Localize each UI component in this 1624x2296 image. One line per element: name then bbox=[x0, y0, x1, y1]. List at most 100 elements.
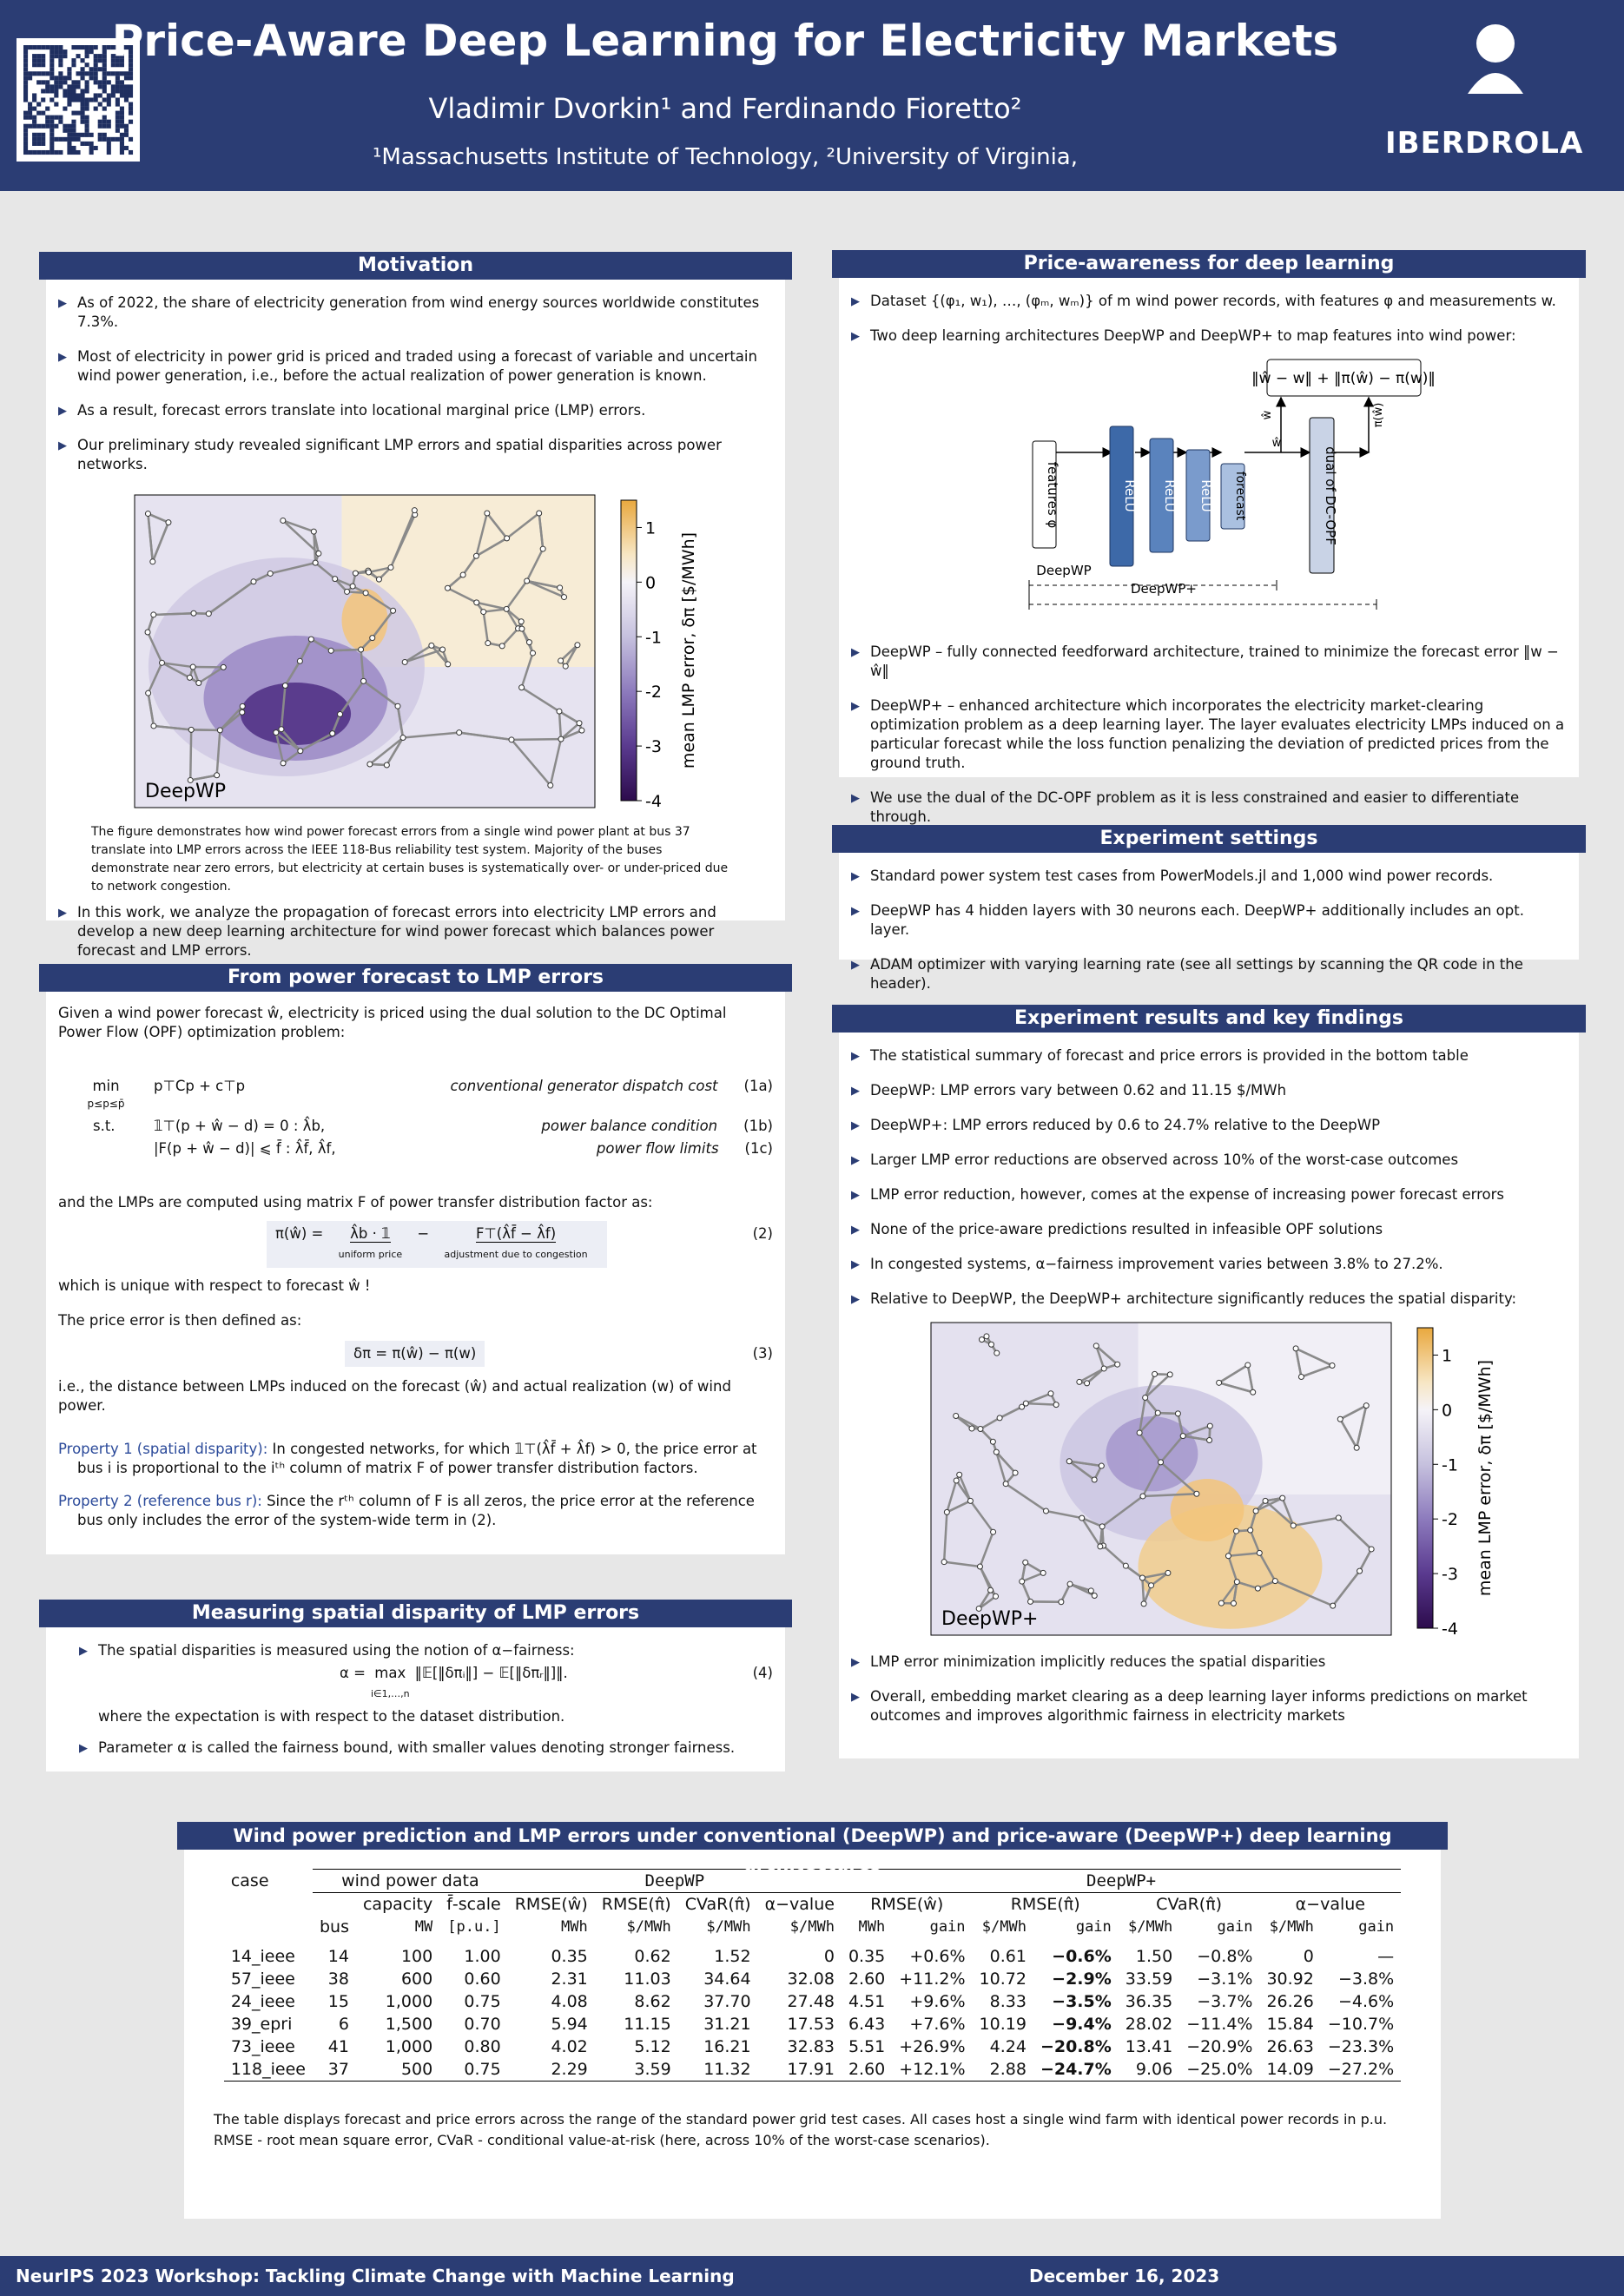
bus bbox=[296, 657, 303, 664]
qr-cell bbox=[50, 49, 55, 55]
bus bbox=[358, 646, 365, 653]
network-line bbox=[980, 1416, 1000, 1430]
bus bbox=[1206, 1436, 1213, 1443]
qr-cell bbox=[123, 97, 129, 102]
qr-cell bbox=[93, 45, 98, 50]
eq-brace: uniform price bbox=[338, 1249, 403, 1260]
bus bbox=[1154, 1409, 1161, 1416]
qr-cell bbox=[28, 71, 33, 76]
qr-cell bbox=[63, 106, 68, 111]
table-cell: 3.59 bbox=[634, 2060, 671, 2079]
qr-cell bbox=[36, 63, 42, 68]
qr-cell bbox=[50, 71, 55, 76]
bus bbox=[975, 1605, 982, 1612]
network-line bbox=[1293, 1516, 1339, 1527]
eq-note: conventional generator dispatch cost bbox=[450, 1078, 718, 1094]
qr-cell bbox=[102, 58, 107, 63]
qr-cell bbox=[84, 97, 89, 102]
bus bbox=[1027, 1598, 1034, 1605]
qr-cell bbox=[80, 93, 85, 98]
qr-cell bbox=[58, 136, 63, 142]
qr-cell bbox=[80, 58, 85, 63]
qr-cell bbox=[115, 136, 120, 142]
bus bbox=[1047, 1390, 1054, 1397]
network-line bbox=[360, 649, 365, 682]
table-row: case wind power data DeepWP DeepWP+ bbox=[224, 1869, 1402, 1893]
network-line bbox=[219, 711, 243, 731]
qr-cell bbox=[102, 49, 107, 55]
qr-cell bbox=[54, 45, 59, 50]
qr-cell bbox=[50, 97, 55, 102]
qr-cell bbox=[45, 45, 50, 50]
qr-cell bbox=[93, 80, 98, 85]
colorbar-tick-label: -1 bbox=[1442, 1455, 1458, 1475]
qr-cell bbox=[128, 110, 134, 115]
bus bbox=[401, 658, 408, 665]
qr-cell bbox=[71, 45, 76, 50]
qr-cell bbox=[89, 49, 94, 55]
bus bbox=[498, 643, 505, 650]
qr-cell bbox=[110, 84, 116, 89]
table-cell: −20.8% bbox=[1040, 2037, 1112, 2056]
qr-cell bbox=[32, 141, 37, 146]
network-line bbox=[1144, 1373, 1172, 1399]
qr-cell bbox=[41, 63, 46, 68]
table-cell: 36.35 bbox=[1125, 1992, 1173, 2011]
table-cell: 6.43 bbox=[848, 2015, 886, 2034]
network-line bbox=[1294, 1348, 1303, 1377]
table-cell: 16.21 bbox=[703, 2037, 751, 2056]
qr-cell bbox=[119, 63, 124, 68]
network-line bbox=[190, 774, 217, 782]
bus bbox=[574, 642, 581, 649]
qr-cell bbox=[41, 71, 46, 76]
colorbar-label: mean LMP error, δπ [$/MWh] bbox=[1475, 1360, 1495, 1596]
network-line bbox=[446, 574, 464, 590]
table-cell: RMSE(ŵ) bbox=[870, 1895, 944, 1914]
colorbar-tick-label: -3 bbox=[1442, 1565, 1458, 1584]
qr-cell bbox=[115, 71, 120, 76]
table-cell: 500 bbox=[400, 2060, 433, 2079]
qr-cell bbox=[45, 119, 50, 124]
bullet-list: As of 2022, the share of electricity gen… bbox=[58, 294, 773, 474]
qr-cell bbox=[123, 128, 129, 133]
table-cell: wind power data bbox=[312, 1869, 508, 1893]
bus bbox=[993, 1593, 1000, 1600]
table-cell: 26.26 bbox=[1266, 1992, 1314, 2011]
qr-cell bbox=[89, 132, 94, 137]
bullet: DeepWP has 4 hidden layers with 30 neuro… bbox=[851, 901, 1567, 940]
qr-cell bbox=[97, 123, 102, 129]
qr-cell bbox=[76, 45, 81, 50]
bus bbox=[445, 661, 452, 668]
map-frame bbox=[930, 1322, 1392, 1636]
network-line bbox=[1232, 1581, 1238, 1604]
section-title: Wind power prediction and LMP errors und… bbox=[177, 1822, 1448, 1874]
section-body: As of 2022, the share of electricity gen… bbox=[46, 280, 785, 959]
bus bbox=[1271, 1578, 1278, 1585]
bullet: DeepWP: LMP errors vary between 0.62 and… bbox=[851, 1081, 1567, 1101]
bus bbox=[976, 1563, 983, 1570]
section: From power forecast to LMP errors Given … bbox=[39, 964, 792, 1554]
qr-cell bbox=[63, 128, 68, 133]
network-line bbox=[1095, 1345, 1106, 1369]
error-region bbox=[240, 683, 352, 745]
qr-cell bbox=[41, 123, 46, 129]
qr-cell bbox=[71, 93, 76, 98]
bullet-list: The statistical summary of forecast and … bbox=[851, 1046, 1567, 1310]
table-cell: −2.9% bbox=[1052, 1969, 1112, 1989]
qr-cell bbox=[80, 102, 85, 107]
qr-cell bbox=[80, 132, 85, 137]
bus bbox=[1290, 1522, 1297, 1529]
qr-cell bbox=[23, 123, 29, 129]
qr-cell bbox=[89, 141, 94, 146]
qr-cell bbox=[123, 93, 129, 98]
bus bbox=[1179, 1433, 1186, 1440]
bus bbox=[1193, 1490, 1200, 1497]
network-line bbox=[549, 738, 563, 786]
eq-brace: adjustment due to congestion bbox=[444, 1249, 588, 1260]
qr-cell bbox=[115, 115, 120, 120]
table-cell: 1,000 bbox=[385, 2037, 433, 2056]
qr-cell bbox=[93, 58, 98, 63]
qr-cell bbox=[28, 115, 33, 120]
property-text: In congested networks, for which 𝟙⊤(λ̂f̄… bbox=[77, 1441, 757, 1476]
table-cell: 37.70 bbox=[703, 1992, 751, 2011]
